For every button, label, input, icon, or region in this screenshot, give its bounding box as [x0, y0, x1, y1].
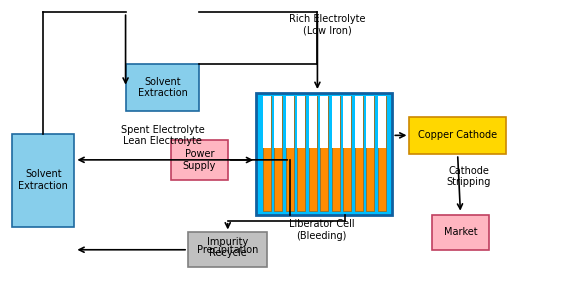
FancyBboxPatch shape	[263, 96, 271, 211]
FancyBboxPatch shape	[286, 96, 294, 148]
FancyBboxPatch shape	[171, 140, 228, 180]
Text: Precipitation: Precipitation	[197, 245, 258, 255]
FancyBboxPatch shape	[309, 96, 316, 148]
FancyBboxPatch shape	[274, 96, 282, 148]
Text: Liberator Cell
(Bleeding): Liberator Cell (Bleeding)	[288, 219, 354, 241]
FancyBboxPatch shape	[320, 96, 328, 211]
Text: Market: Market	[444, 227, 477, 237]
FancyBboxPatch shape	[409, 116, 506, 154]
FancyBboxPatch shape	[343, 96, 351, 211]
Text: Solvent
Extraction: Solvent Extraction	[18, 169, 68, 191]
FancyBboxPatch shape	[366, 96, 374, 211]
Text: Spent Electrolyte
Lean Electrolyte: Spent Electrolyte Lean Electrolyte	[121, 125, 204, 146]
FancyBboxPatch shape	[298, 96, 305, 148]
FancyBboxPatch shape	[263, 96, 271, 148]
FancyBboxPatch shape	[188, 233, 267, 267]
Text: Power
Supply: Power Supply	[183, 149, 216, 171]
Text: Solvent
Extraction: Solvent Extraction	[138, 77, 187, 98]
FancyBboxPatch shape	[298, 96, 305, 211]
FancyBboxPatch shape	[378, 96, 386, 211]
FancyBboxPatch shape	[256, 93, 393, 215]
FancyBboxPatch shape	[332, 96, 340, 148]
FancyBboxPatch shape	[432, 215, 489, 250]
FancyBboxPatch shape	[286, 96, 294, 211]
FancyBboxPatch shape	[355, 96, 362, 148]
FancyBboxPatch shape	[309, 96, 316, 211]
Text: Copper Cathode: Copper Cathode	[418, 130, 497, 140]
Text: Rich Electrolyte
(Low Iron): Rich Electrolyte (Low Iron)	[289, 14, 365, 35]
Text: Cathode
Stripping: Cathode Stripping	[447, 166, 491, 187]
FancyBboxPatch shape	[343, 96, 351, 148]
FancyBboxPatch shape	[126, 64, 199, 111]
FancyBboxPatch shape	[366, 96, 374, 148]
FancyBboxPatch shape	[378, 96, 386, 148]
FancyBboxPatch shape	[12, 134, 75, 227]
FancyBboxPatch shape	[274, 96, 282, 211]
FancyBboxPatch shape	[320, 96, 328, 148]
Text: Impurity
Recycle: Impurity Recycle	[207, 237, 248, 258]
FancyBboxPatch shape	[332, 96, 340, 211]
FancyBboxPatch shape	[355, 96, 362, 211]
